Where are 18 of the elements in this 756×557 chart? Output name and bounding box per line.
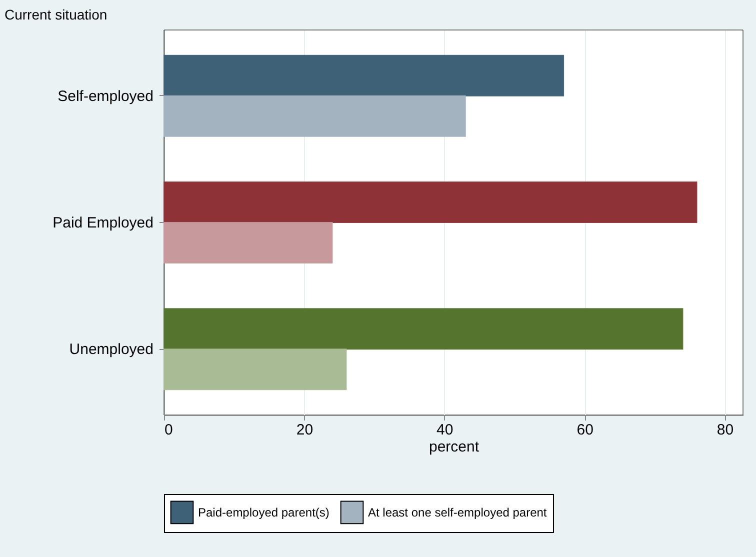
y-tick-label: Unemployed xyxy=(69,341,154,358)
y-tick-label: Paid Employed xyxy=(52,214,154,232)
x-tick-label: 40 xyxy=(436,422,454,438)
x-tick-label: 20 xyxy=(296,422,314,438)
bar xyxy=(164,181,698,223)
bar xyxy=(164,95,466,137)
bar xyxy=(164,348,347,390)
legend-label: Paid-employed parent(s) xyxy=(198,505,330,520)
legend-label: At least one self-employed parent xyxy=(368,505,548,520)
x-tick-label: 60 xyxy=(576,422,594,438)
y-tick-label: Self-employed xyxy=(58,88,154,105)
bar xyxy=(164,308,684,350)
x-axis-title: percent xyxy=(428,438,480,456)
bar xyxy=(164,54,564,96)
y-axis-title: Current situation xyxy=(4,6,108,22)
x-tick-label: 80 xyxy=(716,422,734,438)
x-tick-label: 0 xyxy=(164,422,173,438)
bar xyxy=(164,222,333,264)
